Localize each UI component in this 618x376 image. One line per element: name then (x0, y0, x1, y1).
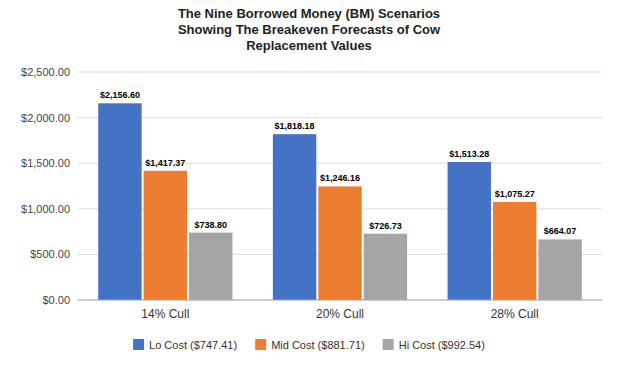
legend-label: Hi Cost ($992.54) (399, 339, 485, 351)
y-tick-label: $1,000.00 (21, 203, 70, 215)
bar (144, 171, 187, 300)
title: The Nine Borrowed Money (BM) ScenariosSh… (178, 6, 441, 53)
bar (538, 239, 581, 300)
bar (493, 202, 536, 300)
chart: The Nine Borrowed Money (BM) ScenariosSh… (0, 0, 618, 376)
x-axis-line (78, 300, 602, 301)
x-axis: 14% Cull 20% Cull 28% Cull (141, 307, 538, 321)
legend-item: Hi Cost ($992.54) (383, 339, 485, 351)
y-tick-label: $500.00 (30, 248, 70, 260)
bars (98, 103, 582, 300)
y-tick-label: $0.00 (42, 294, 70, 306)
grid-line (78, 72, 602, 73)
data-labels: $2,156.60 $1,818.18 $1,513.28 $1,417.37 $1,2… (100, 90, 576, 236)
y-tick-label: $2,000.00 (21, 112, 70, 124)
y-tick-label: $1,500.00 (21, 157, 70, 169)
x-tick-label: 20% Cull (316, 307, 364, 321)
legend-swatch (133, 339, 144, 350)
legend: Lo Cost ($747.41) Mid Cost ($881.71) Hi Co… (133, 339, 485, 351)
data-label: $2,156.60 (100, 90, 140, 100)
legend-swatch (255, 339, 266, 350)
legend-label: Mid Cost ($881.71) (271, 339, 365, 351)
legend-label: Lo Cost ($747.41) (149, 339, 237, 351)
data-label: $664.07 (544, 226, 577, 236)
grid-line (78, 300, 602, 301)
data-label: $1,246.16 (320, 173, 360, 183)
data-label: $1,513.28 (449, 149, 489, 159)
data-label: $1,818.18 (275, 121, 315, 131)
y-axis: $0.00 $500.00 $1,000.00 $1,500.00 $2,000.00 $… (21, 66, 602, 306)
bar (189, 233, 232, 300)
x-tick-label: 28% Cull (491, 307, 539, 321)
bar (448, 162, 491, 300)
data-label: $726.73 (369, 221, 402, 231)
data-label: $1,417.37 (145, 158, 185, 168)
grid-line (78, 117, 602, 118)
legend-item: Lo Cost ($747.41) (133, 339, 237, 351)
legend-swatch (383, 339, 394, 350)
bar (98, 103, 141, 300)
legend-item: Mid Cost ($881.71) (255, 339, 365, 351)
data-label: $738.80 (194, 220, 227, 230)
bar (364, 234, 407, 300)
data-label: $1,075.27 (495, 189, 535, 199)
x-tick-label: 14% Cull (141, 307, 189, 321)
bar (318, 186, 361, 300)
bar (273, 134, 316, 300)
y-tick-label: $2,500.00 (21, 66, 70, 78)
